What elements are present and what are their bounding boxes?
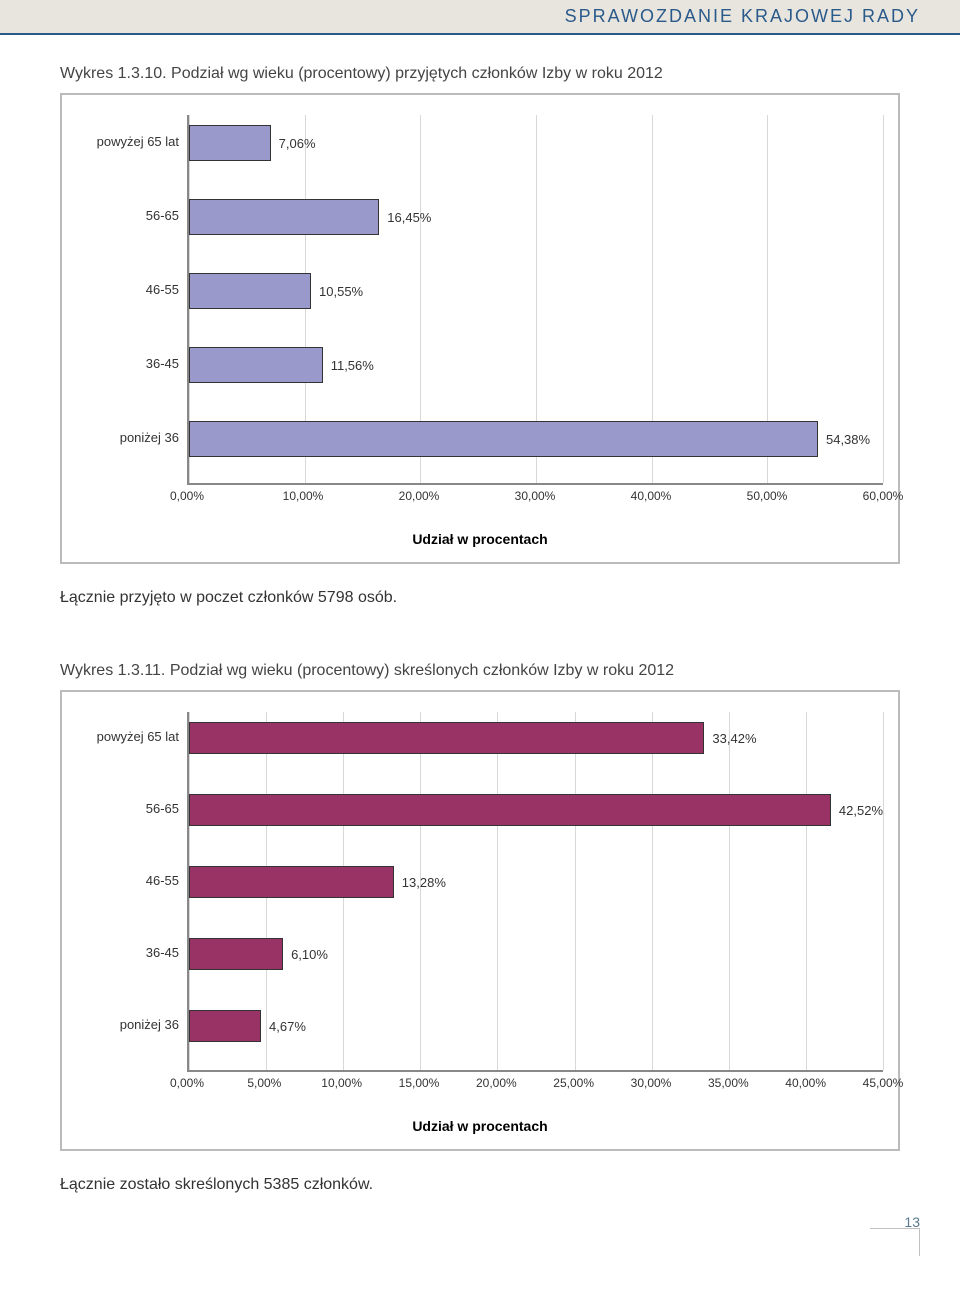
x-tick-label: 40,00% — [785, 1076, 826, 1090]
x-tick-label: 5,00% — [247, 1076, 281, 1090]
bar-value-label: 16,45% — [387, 210, 431, 225]
header-title: SPRAWOZDANIE KRAJOWEJ RADY — [565, 6, 920, 26]
bar — [189, 866, 394, 898]
chart1-area: powyżej 65 lat56-6546-5536-45poniżej 36 … — [77, 115, 883, 547]
bar-value-label: 33,42% — [712, 731, 756, 746]
corner-decoration — [870, 1228, 920, 1256]
chart2-box: powyżej 65 lat56-6546-5536-45poniżej 36 … — [60, 690, 900, 1151]
gridline — [883, 712, 884, 1070]
y-category-label: 56-65 — [77, 801, 179, 816]
bar — [189, 1010, 261, 1042]
bar — [189, 125, 271, 161]
chart2-caption-label: Wykres 1.3.11. — [60, 662, 165, 679]
x-tick-label: 50,00% — [747, 489, 788, 503]
bar-row: 16,45% — [189, 199, 883, 235]
bar-row: 6,10% — [189, 938, 883, 970]
bar — [189, 199, 379, 235]
chart2-x-axis: 0,00%5,00%10,00%15,00%20,00%25,00%30,00%… — [187, 1076, 883, 1094]
bar-value-label: 7,06% — [279, 136, 316, 151]
bar — [189, 722, 704, 754]
chart2-y-labels: powyżej 65 lat 56-65 46-55 36-45 poniżej 36 — [77, 712, 187, 1072]
bar-row: 54,38% — [189, 421, 883, 457]
x-tick-label: 40,00% — [631, 489, 672, 503]
bar-row: 4,67% — [189, 1010, 883, 1042]
gridline — [883, 115, 884, 483]
page-content: Wykres 1.3.10. Podział wg wieku (procent… — [0, 65, 960, 1194]
bar-value-label: 13,28% — [402, 875, 446, 890]
bar — [189, 421, 818, 457]
header-band: SPRAWOZDANIE KRAJOWEJ RADY — [0, 0, 960, 35]
bar-value-label: 54,38% — [826, 432, 870, 447]
bar-row: 7,06% — [189, 125, 883, 161]
x-tick-label: 35,00% — [708, 1076, 749, 1090]
x-tick-label: 20,00% — [399, 489, 440, 503]
x-tick-label: 20,00% — [476, 1076, 517, 1090]
bar-value-label: 11,56% — [331, 358, 374, 373]
bar-row: 10,55% — [189, 273, 883, 309]
y-category-label: poniżej 36 — [77, 430, 179, 445]
x-tick-label: 25,00% — [553, 1076, 594, 1090]
page-number: 13 — [0, 1214, 920, 1230]
text1: Łącznie przyjęto w poczet członków 5798 … — [60, 589, 900, 607]
chart2-caption: Wykres 1.3.11. Podział wg wieku (procent… — [60, 662, 900, 680]
bar-value-label: 42,52% — [839, 803, 883, 818]
x-tick-label: 15,00% — [399, 1076, 440, 1090]
chart1-bars: 7,06% 16,45% 10,55% 11,56% 54,38% — [189, 115, 883, 483]
y-category-label: poniżej 36 — [77, 1017, 179, 1032]
x-tick-label: 60,00% — [863, 489, 904, 503]
chart1-x-axis: 0,00%10,00%20,00%30,00%40,00%50,00%60,00… — [187, 489, 883, 507]
chart2-bars: 33,42% 42,52% 13,28% 6,10% 4,67% — [189, 712, 883, 1070]
x-tick-label: 10,00% — [321, 1076, 362, 1090]
bar — [189, 347, 323, 383]
y-category-label: 36-45 — [77, 356, 179, 371]
x-tick-label: 30,00% — [515, 489, 556, 503]
chart2-x-title: Udział w procentach — [77, 1118, 883, 1134]
y-category-label: 56-65 — [77, 208, 179, 223]
bar-row: 11,56% — [189, 347, 883, 383]
bar-value-label: 6,10% — [291, 947, 328, 962]
chart2-caption-text: Podział wg wieku (procentowy) skreślonyc… — [170, 662, 674, 679]
chart1-y-labels: powyżej 65 lat 56-65 46-55 36-45 poniżej 36 — [77, 115, 187, 485]
bar — [189, 794, 831, 826]
chart1-box: powyżej 65 lat56-6546-5536-45poniżej 36 … — [60, 93, 900, 564]
y-category-label: 36-45 — [77, 945, 179, 960]
chart1-caption-label: Wykres 1.3.10. — [60, 65, 167, 82]
chart2-plot: 33,42% 42,52% 13,28% 6,10% 4,67% — [187, 712, 883, 1072]
x-tick-label: 10,00% — [283, 489, 324, 503]
y-category-label: powyżej 65 lat — [77, 729, 179, 744]
x-tick-label: 0,00% — [170, 489, 204, 503]
y-category-label: 46-55 — [77, 873, 179, 888]
y-category-label: 46-55 — [77, 282, 179, 297]
chart1-caption-text: Podział wg wieku (procentowy) przyjętych… — [171, 65, 663, 82]
bar-row: 42,52% — [189, 794, 883, 826]
chart2-area: powyżej 65 lat56-6546-5536-45poniżej 36 … — [77, 712, 883, 1134]
chart1-plot: 7,06% 16,45% 10,55% 11,56% 54,38% — [187, 115, 883, 485]
x-tick-label: 30,00% — [631, 1076, 672, 1090]
y-category-label: powyżej 65 lat — [77, 134, 179, 149]
bar-value-label: 10,55% — [319, 284, 363, 299]
chart1-x-title: Udział w procentach — [77, 531, 883, 547]
x-tick-label: 0,00% — [170, 1076, 204, 1090]
bar-row: 13,28% — [189, 866, 883, 898]
bar-row: 33,42% — [189, 722, 883, 754]
bar — [189, 938, 283, 970]
x-tick-label: 45,00% — [863, 1076, 904, 1090]
text2: Łącznie zostało skreślonych 5385 członkó… — [60, 1176, 900, 1194]
chart1-caption: Wykres 1.3.10. Podział wg wieku (procent… — [60, 65, 900, 83]
bar — [189, 273, 311, 309]
bar-value-label: 4,67% — [269, 1019, 306, 1034]
